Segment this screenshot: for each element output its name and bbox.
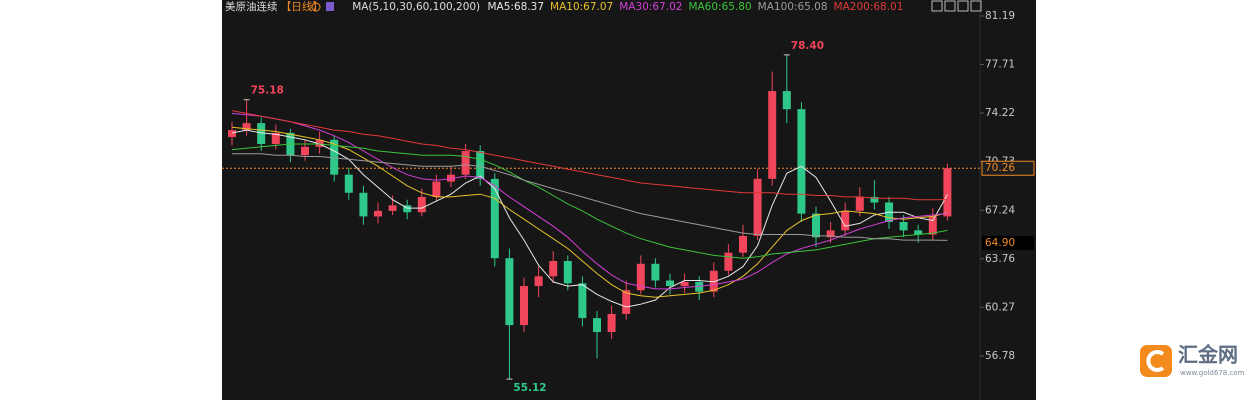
ma-label: MA(5,10,30,60,100,200) bbox=[352, 1, 480, 13]
candle-body bbox=[826, 230, 835, 238]
y-tick-label: 60.27 bbox=[985, 301, 1015, 313]
ma-icon[interactable] bbox=[326, 2, 334, 11]
legend-entry: MA200:68.01 bbox=[834, 1, 904, 13]
candle-body bbox=[855, 196, 864, 211]
legend-entry: MA60:65.80 bbox=[688, 1, 751, 13]
y-tick-label: 63.76 bbox=[985, 253, 1015, 265]
candle-body bbox=[374, 210, 382, 217]
ma-line bbox=[232, 153, 948, 241]
annotation-label: 55.12 bbox=[513, 382, 546, 394]
candle-body bbox=[593, 318, 601, 333]
candle-body bbox=[768, 91, 777, 179]
ma-line bbox=[231, 143, 948, 259]
candle-body bbox=[447, 174, 455, 182]
candle-body bbox=[228, 130, 236, 138]
candle-body bbox=[461, 150, 470, 175]
candle-body bbox=[812, 213, 820, 238]
candle-body bbox=[943, 168, 952, 217]
candle-body bbox=[549, 261, 558, 277]
candle-body bbox=[301, 146, 309, 156]
candle-body bbox=[490, 178, 499, 259]
legend-entry: MA10:67.07 bbox=[550, 1, 613, 13]
candle-body bbox=[520, 286, 528, 326]
y-tick-label: 74.22 bbox=[985, 107, 1015, 119]
candle-body bbox=[403, 205, 412, 213]
candle-body bbox=[695, 281, 704, 292]
marker-label-box bbox=[982, 235, 1034, 250]
candle-body bbox=[476, 150, 485, 179]
candle-body bbox=[534, 276, 543, 287]
candle-body bbox=[388, 205, 397, 211]
candle-body bbox=[753, 178, 762, 236]
candle-body bbox=[666, 280, 674, 287]
candle-body bbox=[914, 230, 923, 235]
legend-entry: MA30:67.02 bbox=[619, 1, 682, 13]
candle-body bbox=[607, 313, 616, 333]
candle-body bbox=[928, 216, 937, 235]
candle-body bbox=[257, 123, 266, 145]
icon[interactable] bbox=[970, 0, 982, 12]
ma-line bbox=[231, 129, 948, 308]
toolbar-icons[interactable] bbox=[931, 0, 982, 12]
candle-body bbox=[636, 263, 645, 291]
candle-body bbox=[724, 252, 733, 271]
candle-body bbox=[432, 181, 441, 197]
candle-body bbox=[680, 281, 689, 287]
candle-body bbox=[841, 210, 850, 231]
y-tick-label: 56.78 bbox=[985, 350, 1015, 362]
candle-body bbox=[563, 261, 572, 284]
ma-line bbox=[231, 126, 948, 298]
y-tick-label: 77.71 bbox=[985, 58, 1015, 70]
icon[interactable] bbox=[931, 0, 943, 12]
y-tick-label: 81.19 bbox=[985, 10, 1015, 22]
logo-icon bbox=[1140, 345, 1172, 377]
period[interactable]: 【日线】 bbox=[281, 0, 323, 13]
legend-entry: MA100:65.08 bbox=[758, 1, 828, 13]
legend: 美原油连续 【日线】 MA(5,10,30,60,100,200) MA5:68… bbox=[225, 0, 903, 13]
candle-body bbox=[622, 290, 631, 314]
candle-body bbox=[271, 132, 280, 145]
candle-body bbox=[739, 235, 747, 253]
chart-title: 美原油连续 bbox=[225, 0, 278, 13]
candle-body bbox=[899, 222, 908, 231]
annotation-label: 75.18 bbox=[251, 85, 284, 97]
candle-body bbox=[359, 192, 368, 217]
candle-body bbox=[709, 270, 718, 292]
legend-entry: MA5:68.37 bbox=[488, 1, 545, 13]
chart-background bbox=[222, 0, 1036, 400]
annotation-label: 78.40 bbox=[791, 40, 824, 52]
icon[interactable] bbox=[957, 0, 969, 12]
candle-body bbox=[782, 91, 791, 110]
settings-icon[interactable] bbox=[311, 2, 321, 12]
candle-body bbox=[505, 258, 514, 326]
icon[interactable] bbox=[944, 0, 956, 12]
candle-body bbox=[651, 263, 660, 281]
watermark: 汇金网 www.gold678.com bbox=[1140, 343, 1245, 377]
candle-body bbox=[578, 283, 587, 319]
candle-body bbox=[330, 139, 339, 175]
candle-body bbox=[315, 139, 324, 147]
current-price-label: 70.26 bbox=[985, 162, 1015, 174]
candle-body bbox=[797, 109, 806, 214]
y-tick-label: 67.24 bbox=[985, 204, 1015, 216]
candle-body bbox=[417, 196, 426, 213]
logo-mark bbox=[1146, 350, 1165, 372]
ma-line bbox=[231, 110, 948, 201]
ma-line bbox=[231, 112, 948, 290]
marker-price-label: 64.90 bbox=[985, 237, 1015, 249]
candle-body bbox=[870, 196, 879, 203]
watermark-name: 汇金网 bbox=[1178, 343, 1238, 367]
price-label-box bbox=[981, 160, 1035, 176]
watermark-url: www.gold678.com bbox=[1180, 369, 1245, 377]
candle-body bbox=[344, 174, 353, 193]
candle-body bbox=[242, 123, 251, 131]
